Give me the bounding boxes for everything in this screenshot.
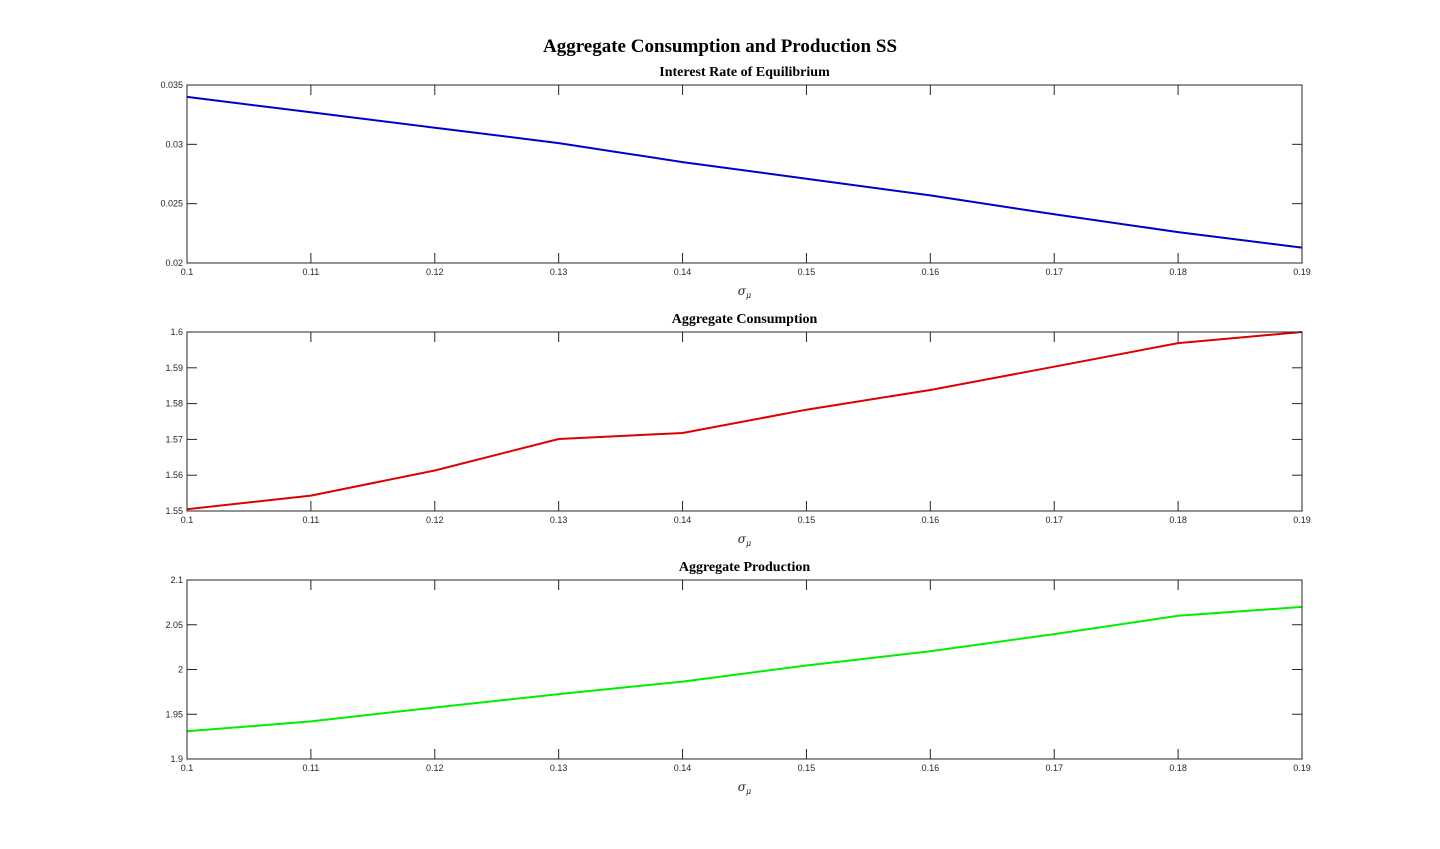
- series-line-1: [186, 95, 1303, 249]
- x-tick-label: 0.15: [798, 763, 816, 773]
- subplot-title: Aggregate Consumption: [672, 312, 818, 327]
- x-tick-label: 0.15: [798, 515, 816, 525]
- x-tick-label: 0.11: [302, 515, 319, 525]
- axes-box: [186, 579, 1303, 760]
- subplot-2: Aggregate Consumption 0.1 0.11 0.12 0.13 0.14…: [165, 312, 1310, 548]
- x-tick-label: 0.19: [1293, 515, 1311, 525]
- x-tick-label: 0.1: [181, 763, 194, 773]
- subplot-title: Aggregate Production: [679, 560, 811, 575]
- x-tick-label: 0.15: [798, 267, 816, 277]
- series-line-1: [186, 331, 1303, 511]
- y-tick-label: 1.95: [165, 709, 183, 719]
- y-tick-label: 1.58: [165, 399, 183, 409]
- y-tick-label: 1.56: [165, 470, 183, 480]
- x-tick-label: 0.14: [674, 763, 692, 773]
- x-axis-label: σμ: [738, 532, 751, 548]
- y-tick-label: 1.55: [165, 506, 183, 516]
- axes-box: [186, 84, 1303, 264]
- x-tick-label: 0.18: [1169, 267, 1187, 277]
- subplot-title: Interest Rate of Equilibrium: [659, 65, 830, 80]
- y-tick-label: 0.025: [160, 199, 183, 209]
- subplot-1: Interest Rate of Equilibrium 0.1 0.11 0.12 0…: [160, 65, 1310, 300]
- x-tick-label: 0.16: [922, 763, 940, 773]
- axes-box: [186, 331, 1303, 512]
- y-tick-label: 1.6: [170, 327, 183, 337]
- x-axis-label: σμ: [738, 780, 751, 796]
- y-tick-label: 0.03: [165, 139, 183, 149]
- x-tick-label: 0.14: [674, 267, 692, 277]
- y-tick-label: 2.05: [165, 620, 183, 630]
- y-tick-label: 2: [178, 665, 183, 675]
- y-tick-label: 1.9: [170, 754, 183, 764]
- x-tick-label: 0.17: [1045, 267, 1063, 277]
- x-tick-label: 0.12: [426, 515, 444, 525]
- y-tick-label: 2.1: [170, 575, 183, 585]
- y-tick-label: 0.02: [165, 258, 183, 268]
- x-tick-label: 0.17: [1045, 515, 1063, 525]
- x-tick-label: 0.13: [550, 267, 568, 277]
- x-tick-label: 0.16: [922, 267, 940, 277]
- x-tick-label: 0.12: [426, 267, 444, 277]
- y-tick-label: 0.035: [160, 80, 183, 90]
- figure-suptitle: Aggregate Consumption and Production SS: [543, 36, 897, 57]
- x-tick-label: 0.12: [426, 763, 444, 773]
- x-tick-label: 0.16: [922, 515, 940, 525]
- x-tick-label: 0.11: [302, 763, 319, 773]
- x-tick-label: 0.13: [550, 515, 568, 525]
- x-tick-label: 0.19: [1293, 267, 1311, 277]
- x-tick-label: 0.11: [302, 267, 319, 277]
- x-tick-label: 0.1: [181, 515, 194, 525]
- x-tick-label: 0.17: [1045, 763, 1063, 773]
- subplot-3: Aggregate Production 0.1 0.11 0.12 0.13 0.14 0…: [165, 560, 1310, 796]
- x-tick-label: 0.1: [181, 267, 194, 277]
- x-tick-label: 0.13: [550, 763, 568, 773]
- x-tick-label: 0.18: [1169, 763, 1187, 773]
- y-tick-label: 1.59: [165, 363, 183, 373]
- x-axis-label: σμ: [738, 284, 751, 300]
- x-tick-label: 0.18: [1169, 515, 1187, 525]
- y-tick-label: 1.57: [165, 434, 183, 444]
- series-line-1: [186, 605, 1303, 733]
- x-tick-label: 0.19: [1293, 763, 1311, 773]
- x-tick-label: 0.14: [674, 515, 692, 525]
